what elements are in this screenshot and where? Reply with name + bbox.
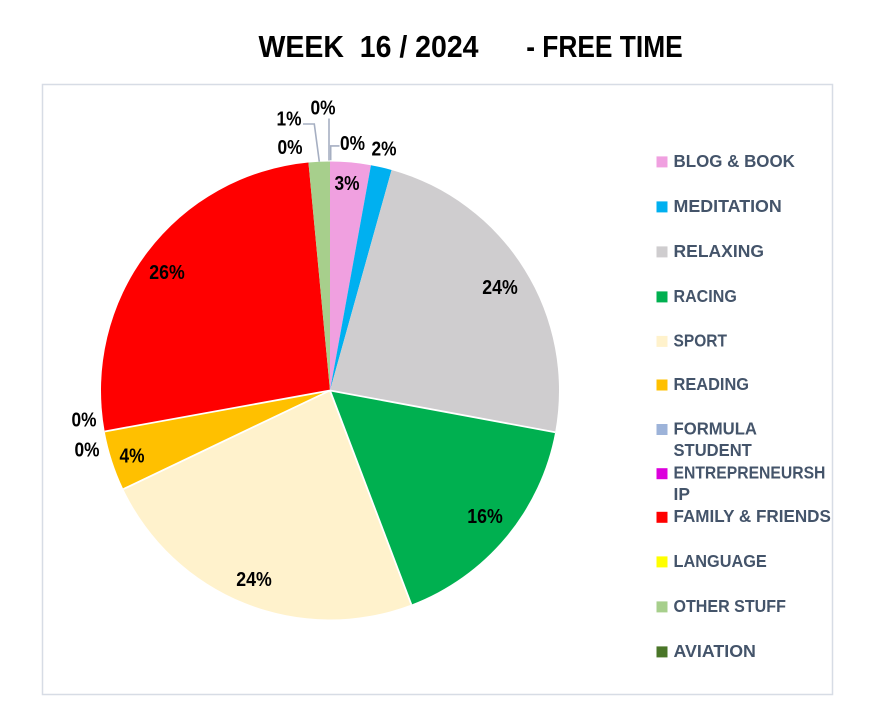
svg-text:BLOG & BOOK: BLOG & BOOK (674, 151, 796, 171)
svg-text:2%: 2% (372, 139, 397, 161)
svg-text:FAMILY & FRIENDS: FAMILY & FRIENDS (674, 506, 831, 526)
svg-text:OTHER STUFF: OTHER STUFF (674, 596, 787, 616)
svg-text:WEEK 16 / 2024: WEEK 16 / 2024 (259, 29, 480, 64)
svg-text:AVIATION: AVIATION (674, 641, 756, 661)
svg-text:RACING: RACING (674, 286, 737, 306)
svg-text:0%: 0% (278, 137, 303, 159)
svg-text:SPORT: SPORT (674, 330, 728, 350)
svg-text:1%: 1% (277, 109, 302, 131)
svg-text:IP: IP (674, 484, 691, 504)
svg-text:STUDENT: STUDENT (674, 440, 753, 460)
svg-text:24%: 24% (236, 569, 272, 591)
svg-text:0%: 0% (311, 98, 336, 120)
svg-text:0%: 0% (72, 410, 97, 432)
svg-text:FORMULA: FORMULA (674, 418, 758, 438)
svg-text:26%: 26% (149, 262, 185, 284)
svg-text:16%: 16% (467, 506, 503, 528)
svg-text:0%: 0% (340, 133, 365, 155)
svg-text:4%: 4% (120, 446, 145, 468)
svg-text:RELAXING: RELAXING (674, 241, 765, 261)
svg-text:3%: 3% (335, 173, 360, 195)
svg-text:READING: READING (674, 374, 750, 394)
svg-text:MEDITATION: MEDITATION (674, 196, 782, 216)
svg-text:0%: 0% (75, 440, 100, 462)
svg-text:LANGUAGE: LANGUAGE (674, 551, 767, 571)
svg-text:ENTREPRENEURSH: ENTREPRENEURSH (674, 463, 826, 483)
svg-text:24%: 24% (482, 277, 518, 299)
svg-text:- FREE TIME: - FREE TIME (526, 29, 683, 64)
